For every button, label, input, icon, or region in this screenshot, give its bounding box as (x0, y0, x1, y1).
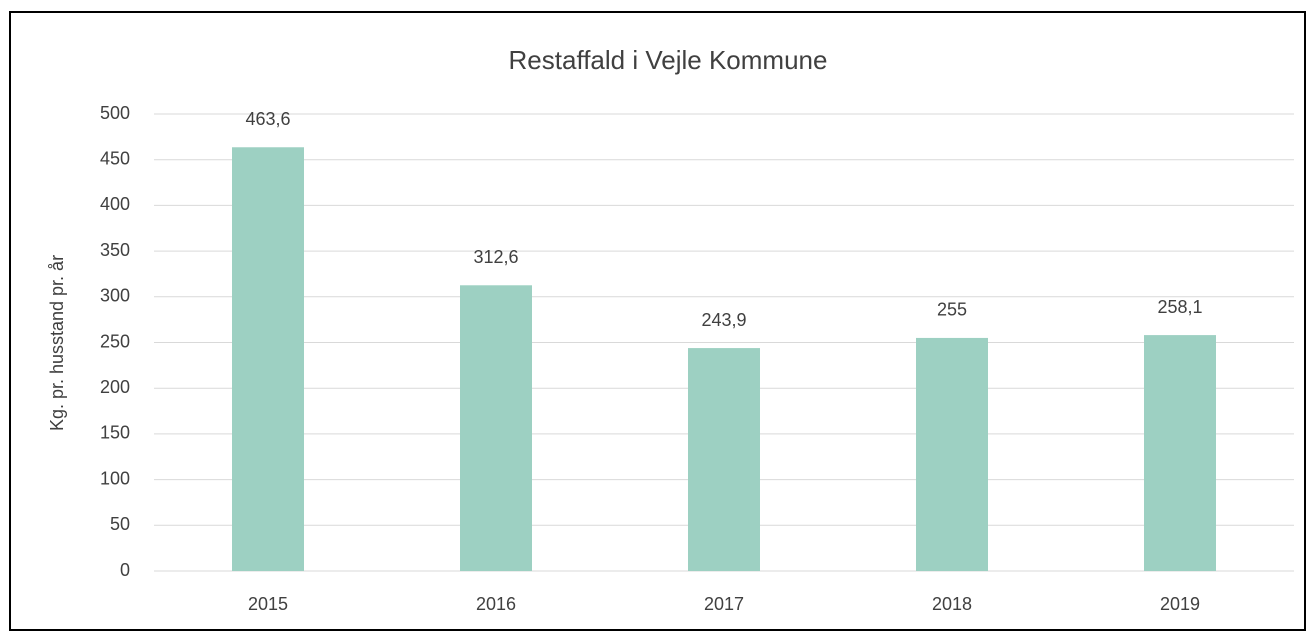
bar (688, 348, 760, 571)
chart-title: Restaffald i Vejle Kommune (509, 45, 828, 75)
y-tick-label: 450 (100, 148, 130, 168)
y-tick-label: 500 (100, 103, 130, 123)
bar (916, 337, 988, 571)
data-label: 243,9 (701, 310, 746, 330)
data-label: 463,6 (245, 109, 290, 129)
y-tick-label: 200 (100, 377, 130, 397)
x-tick-label: 2015 (248, 594, 288, 614)
chart-border (9, 11, 1306, 631)
data-label: 255 (937, 300, 967, 320)
data-label: 258,1 (1157, 297, 1202, 317)
y-tick-label: 150 (100, 423, 130, 443)
y-tick-label: 400 (100, 194, 130, 214)
y-tick-label: 250 (100, 331, 130, 351)
bar (460, 285, 532, 571)
x-tick-label: 2017 (704, 594, 744, 614)
y-tick-label: 0 (120, 560, 130, 580)
y-tick-label: 350 (100, 240, 130, 260)
x-tick-label: 2018 (932, 594, 972, 614)
x-tick-label: 2019 (1160, 594, 1200, 614)
y-axis-label: Kg. pr. husstand pr. år (47, 255, 67, 431)
x-tick-label: 2016 (476, 594, 516, 614)
data-label: 312,6 (473, 247, 518, 267)
bar (232, 147, 304, 571)
y-tick-label: 50 (110, 514, 130, 534)
bar (1144, 335, 1216, 571)
y-tick-label: 300 (100, 286, 130, 306)
y-tick-label: 100 (100, 468, 130, 488)
